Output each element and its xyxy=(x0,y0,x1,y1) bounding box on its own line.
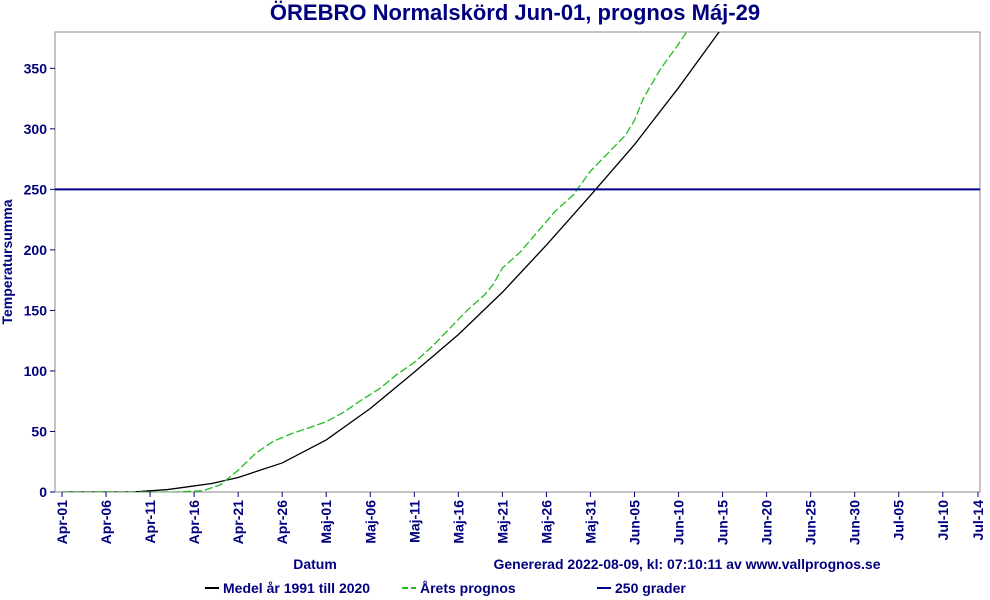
x-tick-label: Maj-31 xyxy=(582,500,598,544)
x-tick-label: Jun-25 xyxy=(803,500,819,545)
y-axis-label: Temperatursumma xyxy=(0,199,15,324)
series-line xyxy=(62,32,688,492)
x-tick-label: Maj-11 xyxy=(406,500,422,543)
plot-frame xyxy=(54,31,981,493)
x-tick-label: Jun-30 xyxy=(847,500,863,545)
x-tick-label: Jul-14 xyxy=(970,500,986,541)
x-tick-label: Maj-16 xyxy=(450,500,466,544)
x-axis-label: Datum xyxy=(293,556,337,572)
y-tick-label: 50 xyxy=(31,423,47,439)
x-tick-label: Maj-06 xyxy=(362,500,378,544)
x-tick-label: Jun-10 xyxy=(671,500,687,545)
legend-label: Årets prognos xyxy=(420,580,516,596)
x-tick-label: Jul-05 xyxy=(891,500,907,541)
y-tick-label: 200 xyxy=(24,242,48,258)
x-tick-label: Apr-01 xyxy=(54,500,70,545)
y-tick-label: 0 xyxy=(39,484,47,500)
x-tick-label: Jun-20 xyxy=(759,500,775,545)
y-tick-label: 350 xyxy=(24,60,48,76)
x-tick-label: Apr-11 xyxy=(142,500,158,544)
x-tick-label: Maj-01 xyxy=(318,500,334,544)
y-tick-label: 150 xyxy=(24,302,48,318)
x-tick-label: Apr-16 xyxy=(186,500,202,545)
y-tick-label: 300 xyxy=(24,121,48,137)
y-tick-label: 100 xyxy=(24,363,48,379)
x-tick-label: Jun-15 xyxy=(715,500,731,545)
footer: Genererad 2022-08-09, kl: 07:10:11 av ww… xyxy=(493,556,880,572)
legend-label: 250 grader xyxy=(615,580,686,596)
chart-title: ÖREBRO Normalskörd Jun-01, prognos Máj-2… xyxy=(270,0,760,25)
x-tick-label: Apr-26 xyxy=(274,500,290,545)
x-tick-label: Apr-21 xyxy=(230,500,246,545)
x-tick-label: Jun-05 xyxy=(627,500,643,545)
x-tick-label: Apr-06 xyxy=(98,500,114,545)
series-line xyxy=(62,32,720,492)
x-tick-label: Jul-10 xyxy=(935,500,951,541)
y-tick-label: 250 xyxy=(24,181,48,197)
x-tick-label: Maj-21 xyxy=(494,500,510,544)
legend-label: Medel år 1991 till 2020 xyxy=(223,580,370,596)
x-tick-label: Maj-26 xyxy=(538,500,554,544)
